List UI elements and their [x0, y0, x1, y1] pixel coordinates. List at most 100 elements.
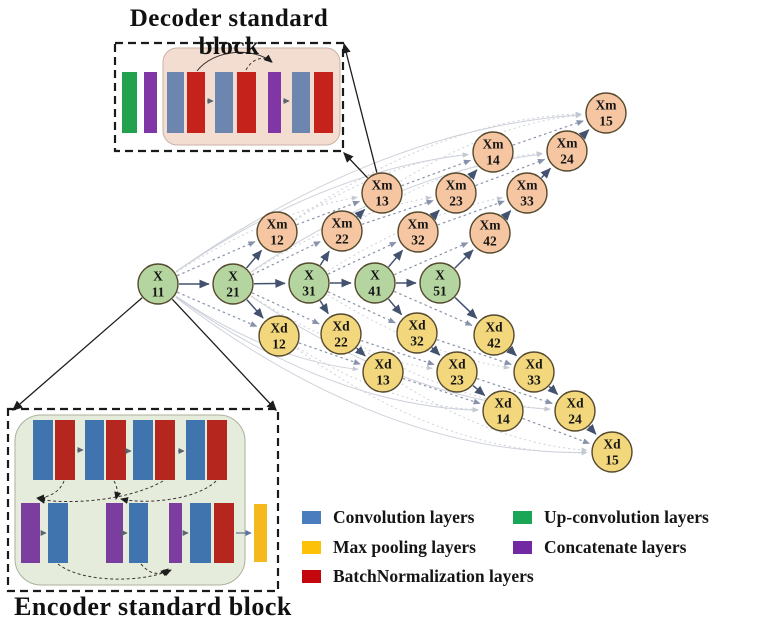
bn-bar [106, 420, 126, 480]
node-label-X31: X 31 [302, 268, 316, 299]
skip-Xd12-Xd14 [297, 347, 479, 412]
edge-Xd23-Xd24 [476, 378, 553, 405]
node-label-Xm12: Xm 12 [267, 217, 289, 248]
decoder-standard-block-skip-curve [245, 54, 272, 71]
node-label-Xd42: Xd 42 [485, 320, 503, 351]
edge-X31-Xm22 [319, 250, 330, 266]
edge-Xm14-Xm15 [512, 120, 584, 146]
edge-Xm23-Xm14 [467, 169, 478, 181]
skip-X21-Xm23 [251, 195, 432, 273]
edge-Xd13-Xd14 [402, 377, 481, 405]
concat-bar [21, 503, 40, 563]
node-Xm32: Xm 32 [397, 211, 439, 253]
node-Xm33: Xm 33 [506, 172, 548, 214]
edge-X41-Xm32 [387, 249, 404, 268]
encoder-standard-block-skip-curve [113, 480, 122, 500]
edge-Xm22-Xm23 [361, 199, 434, 225]
node-Xd23: Xd 23 [436, 351, 478, 393]
node-circle-X41 [354, 262, 396, 304]
edge-Xd32-Xd23 [429, 345, 441, 356]
callout-X11 [12, 297, 143, 411]
edge-Xm13-Xm14 [401, 159, 472, 187]
encoder-standard-block-outline [6, 407, 280, 593]
node-label-Xm23: Xm 23 [446, 178, 468, 209]
node-circle-Xm12 [256, 211, 298, 253]
node-circle-Xm22 [321, 210, 363, 252]
decoder-block-title: Decoder standard block [129, 5, 329, 60]
node-label-Xm24: Xm 24 [557, 136, 579, 167]
encoder-standard-block [6, 407, 280, 593]
node-label-Xd23: Xd 23 [448, 357, 466, 388]
encoder-standard-block-skip-curve [120, 480, 217, 504]
node-circle-X11 [137, 263, 179, 305]
edge-X21-Xm22 [251, 240, 321, 276]
encoder-standard-block-skip-curve [36, 480, 65, 502]
node-Xm14: Xm 14 [472, 131, 514, 173]
maxpool-bar [254, 504, 267, 562]
conv-bar [129, 503, 148, 563]
node-circle-Xd23 [436, 351, 478, 393]
concat-bar [169, 503, 182, 563]
skip-X21-Xd23 [251, 295, 433, 371]
node-label-Xm15: Xm 15 [596, 98, 618, 129]
edge-Xd24-Xd15 [586, 423, 597, 435]
node-X21: X 21 [212, 263, 254, 305]
bn-bar [314, 72, 333, 133]
edge-Xd32-Xd33 [436, 339, 512, 366]
edge-X21-Xd12 [246, 299, 264, 319]
edge-X51-Xd42 [454, 297, 478, 319]
node-circle-X31 [288, 262, 330, 304]
node-Xd32: Xd 32 [396, 312, 438, 354]
edge-Xd22-Xd23 [360, 339, 435, 366]
node-circle-Xd22 [320, 313, 362, 355]
conv-bar [167, 72, 184, 133]
bn-bar [55, 420, 75, 480]
node-label-Xm13: Xm 13 [372, 178, 394, 209]
concat-bar [144, 72, 157, 133]
callout-Xm13 [341, 42, 378, 173]
node-circle-Xm33 [506, 172, 548, 214]
conv-bar [33, 420, 53, 480]
bn-bar [237, 72, 256, 133]
skip-Xm12-Xm15 [294, 111, 582, 220]
bn-bar [187, 72, 205, 133]
node-Xm12: Xm 12 [256, 211, 298, 253]
edge-Xm12-Xm13 [296, 200, 361, 226]
edge-Xm33-Xm24 [540, 167, 551, 179]
node-Xd12: Xd 12 [258, 315, 300, 357]
skip-Xm12-Xm14 [295, 152, 469, 221]
node-circle-Xd13 [362, 351, 404, 393]
node-circle-Xm14 [472, 131, 514, 173]
skip-Xd12-Xd15 [296, 348, 588, 456]
edge-X41-Xd32 [387, 298, 403, 316]
node-Xd42: Xd 42 [473, 314, 515, 356]
node-circle-X51 [419, 262, 461, 304]
edge-X41-Xm42 [394, 242, 469, 276]
node-label-Xd24: Xd 24 [566, 396, 584, 427]
conv-bar [186, 420, 205, 480]
node-Xd33: Xd 33 [513, 351, 555, 393]
skip-X11-Xm15 [175, 112, 582, 272]
solid-edges [179, 129, 597, 435]
node-Xd15: Xd 15 [591, 431, 633, 473]
node-Xd22: Xd 22 [320, 313, 362, 355]
encoder-standard-block-skip-curve [140, 563, 169, 577]
node-circle-Xm32 [397, 211, 439, 253]
decoder-standard-block [113, 41, 345, 153]
edge-Xd14-Xd15 [522, 417, 591, 445]
edge-X21-Xm12 [245, 249, 263, 269]
node-Xm13: Xm 13 [361, 172, 403, 214]
node-Xd24: Xd 24 [554, 390, 596, 432]
node-Xm24: Xm 24 [546, 130, 588, 172]
node-label-Xm14: Xm 14 [483, 137, 505, 168]
node-label-Xm22: Xm 22 [332, 216, 354, 247]
edge-Xd23-Xd14 [472, 385, 486, 397]
node-X41: X 41 [354, 262, 396, 304]
skip-X11-Xd14 [175, 296, 479, 413]
node-label-Xd13: Xd 13 [374, 357, 392, 388]
graph-nodes: X 11 X 21 X 31 X 41 X 51 Xm 12 Xm 22 Xm 32 Xm 42 Xm 13 Xm 23 X… [137, 92, 633, 473]
node-circle-Xd32 [396, 312, 438, 354]
node-label-Xd32: Xd 32 [408, 318, 426, 349]
callout-X11 [171, 298, 277, 411]
node-label-Xd33: Xd 33 [525, 357, 543, 388]
